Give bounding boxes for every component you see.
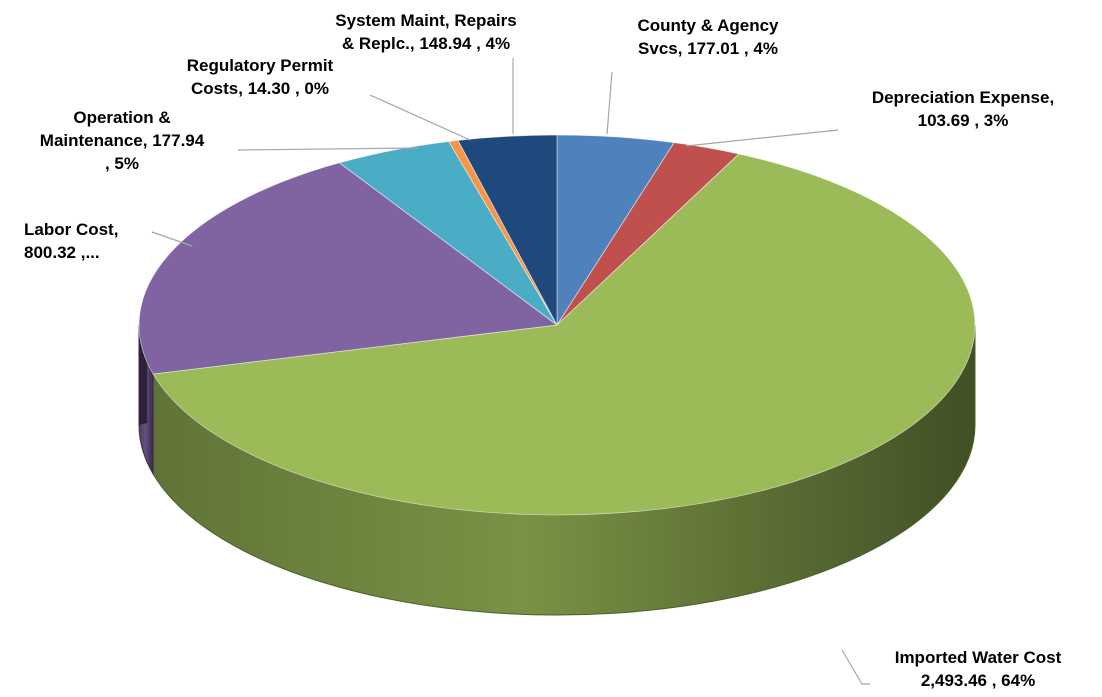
slice-label-county-agency: County & Agency Svcs, 177.01 , 4% [637,16,779,58]
leader-line-labor-cost [151,231,193,247]
pie-slice-labor-cost [138,162,559,375]
slice-label-regulatory-permit: Regulatory Permit Costs, 14.30 , 0% [186,56,334,98]
slice-label-operation-maintenance: Operation & Maintenance, 177.94 , 5% [39,108,205,173]
slice-label-labor: Labor Cost, 800.32 ,... [24,220,119,262]
pie-slice-imported-water-cost [152,153,976,516]
slice-label-imported-water: Imported Water Cost 2,493.46 , 64% [894,648,1062,690]
leader-line-depreciation-expense [685,129,839,147]
slice-label-system-maint: System Maint, Repairs & Replc., 148.94 ,… [335,11,517,53]
leader-line-operation-maintenance [237,147,419,151]
pie-slice-system-maint-repairs-replc [457,134,558,326]
leader-line-county-agency-svcs [606,71,613,135]
slice-label-depreciation: Depreciation Expense, 103.69 , 3% [871,88,1055,130]
leader-line-imported-water-cost [841,649,870,685]
leader-line-regulatory-permit-costs [369,94,471,141]
